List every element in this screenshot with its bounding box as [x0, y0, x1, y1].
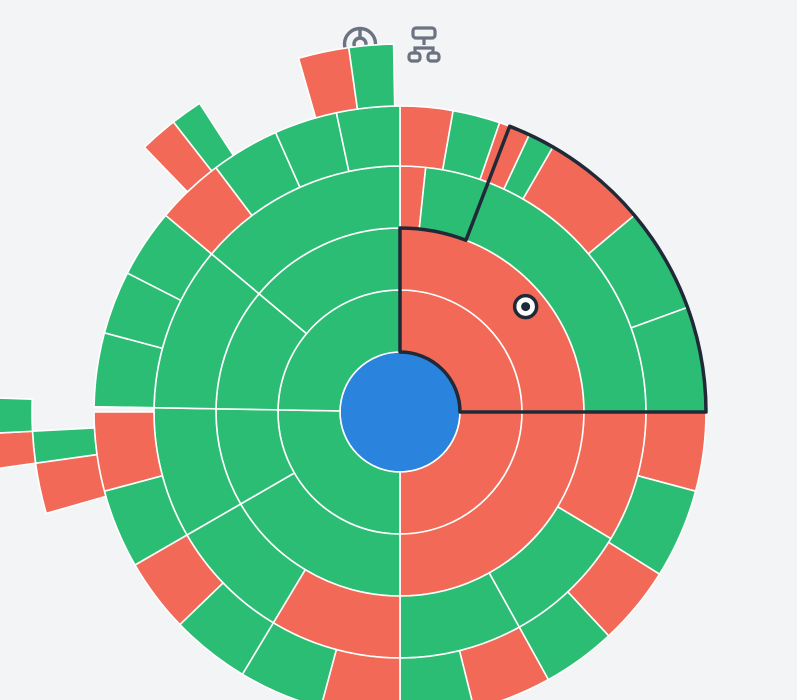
sunburst-segment-l5-4[interactable]	[297, 46, 359, 119]
sunburst-segment-l5-0[interactable]	[34, 453, 107, 515]
selection-overlay	[398, 124, 708, 414]
selected-branch-outline	[398, 124, 708, 414]
sunburst-segment-l5-3[interactable]	[172, 102, 235, 172]
sunburst-segments	[0, 43, 707, 700]
tree-view-button[interactable]	[402, 22, 446, 66]
sunburst-segment-l6-1[interactable]	[0, 397, 34, 435]
sunburst-segment-l5-5[interactable]	[347, 43, 396, 110]
sunburst-segment-l6-0[interactable]	[0, 430, 37, 472]
tree-diagram-icon	[407, 26, 441, 63]
selected-node-marker-dot	[521, 302, 531, 312]
